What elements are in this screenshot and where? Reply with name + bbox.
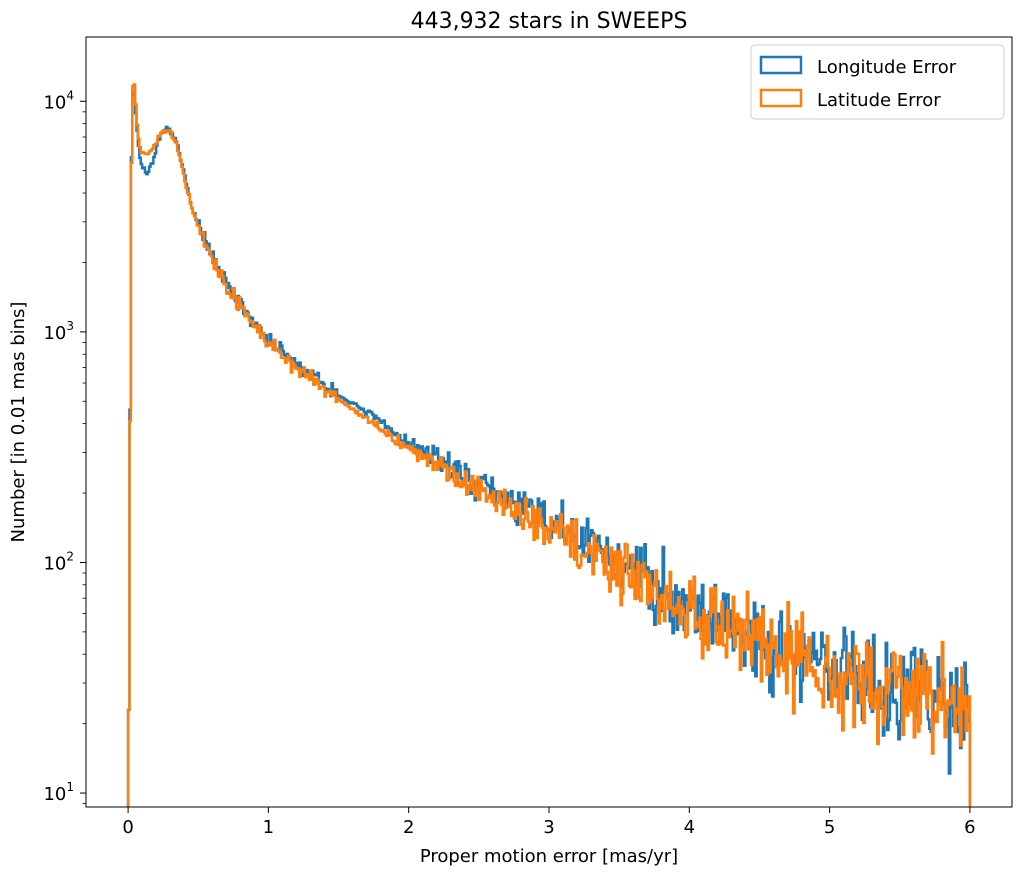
y-tick-label: 102 — [43, 549, 74, 574]
legend-box — [750, 44, 1005, 120]
chart-title: 443,932 stars in SWEEPS — [411, 9, 688, 34]
x-axis-title: Proper motion error [mas/yr] — [420, 846, 678, 867]
x-axis: 0 1 2 3 4 5 6 — [122, 807, 976, 838]
y-axis: 101 102 103 104 — [43, 88, 86, 805]
legend-label-latitude: Latitude Error — [817, 90, 941, 111]
x-tick-label: 4 — [684, 817, 695, 838]
x-tick-label: 1 — [263, 817, 274, 838]
legend-swatch-longitude — [759, 55, 803, 75]
x-tick-label: 0 — [122, 817, 133, 838]
legend: Longitude Error Latitude Error — [750, 44, 1005, 120]
plot-area — [85, 36, 1013, 808]
series-layer — [126, 83, 972, 807]
x-tick-label: 3 — [543, 817, 554, 838]
x-tick-label: 2 — [403, 817, 414, 838]
x-tick-label: 5 — [824, 817, 835, 838]
series-latitude-step — [126, 83, 972, 807]
y-tick-label: 103 — [43, 319, 74, 344]
legend-label-longitude: Longitude Error — [817, 57, 957, 78]
y-tick-label: 104 — [43, 88, 74, 113]
legend-swatch-latitude — [759, 88, 803, 108]
y-axis-title: Number [in 0.01 mas bins] — [8, 302, 29, 543]
x-tick-label: 6 — [964, 817, 975, 838]
y-tick-label: 101 — [43, 780, 74, 805]
